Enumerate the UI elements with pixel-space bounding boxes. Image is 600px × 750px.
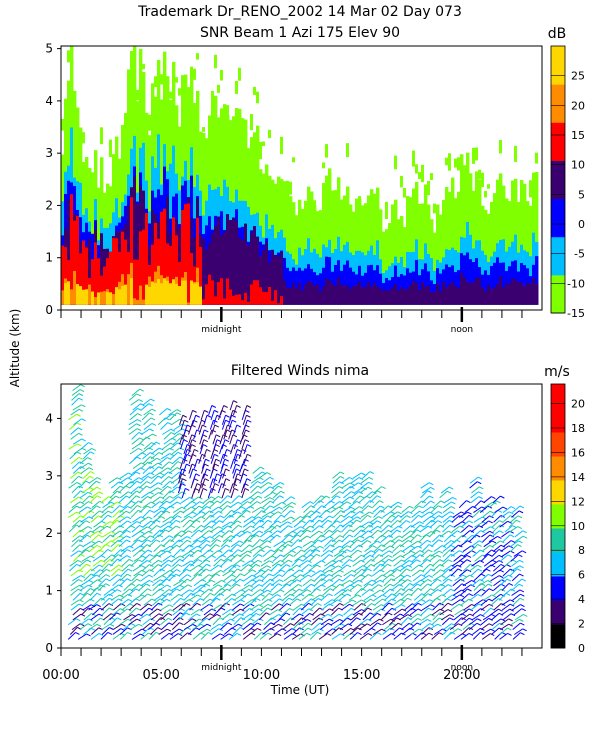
wind-marker-midnight: midnight bbox=[201, 663, 242, 673]
wind-colorbar-tick-label: 16 bbox=[571, 446, 585, 459]
snr-y-axis: 0 1 2 3 4 5 bbox=[45, 42, 61, 317]
time-tick-label: 15:00 bbox=[343, 668, 380, 683]
time-tick-label: 20:00 bbox=[443, 668, 480, 683]
snr-colorbar-tick-label: 20 bbox=[571, 99, 585, 112]
wind-colorbar-swatch bbox=[551, 456, 565, 481]
wind-x-ticks: midnight noon 00:00 05:00 10:00 15:00 20:00 bbox=[42, 645, 523, 683]
time-tick-label: 00:00 bbox=[42, 668, 79, 683]
wind-colorbar-unit: m/s bbox=[544, 364, 570, 380]
time-tick-label: 05:00 bbox=[142, 668, 179, 683]
chart-title: Trademark Dr_RENO_2002 14 Mar 02 Day 073 bbox=[137, 4, 462, 20]
snr-y-tick-label: 3 bbox=[45, 146, 53, 160]
wind-colorbar-tick-label: 0 bbox=[578, 642, 585, 655]
wind-colorbar-swatch bbox=[551, 528, 565, 553]
snr-y-tick-label: 5 bbox=[45, 42, 53, 56]
snr-colorbar-swatch bbox=[551, 198, 565, 238]
snr-colorbar-swatch bbox=[551, 46, 565, 85]
wind-colorbar-tick-label: 10 bbox=[571, 520, 585, 533]
snr-colorbar-swatch bbox=[551, 274, 565, 314]
wind-colorbar-tick-label: 8 bbox=[578, 544, 585, 557]
wind-colorbar-tick-label: 6 bbox=[578, 569, 585, 582]
wind-colorbar-tick-label: 18 bbox=[571, 422, 585, 435]
snr-y-tick-label: 2 bbox=[45, 198, 53, 212]
wind-colorbar: m/s 0 2 4 6 8 10 12 14 16 18 20 bbox=[544, 364, 585, 655]
wind-colorbar-swatch bbox=[551, 504, 565, 529]
snr-heatmap bbox=[61, 46, 539, 305]
x-axis-label: Time (UT) bbox=[270, 683, 330, 697]
snr-colorbar-tick-label: 5 bbox=[578, 188, 585, 201]
snr-colorbar-swatch bbox=[551, 236, 565, 276]
wind-marker-noon: noon bbox=[451, 663, 473, 673]
wind-colorbar-swatch bbox=[551, 408, 565, 433]
snr-y-tick-label: 0 bbox=[45, 303, 53, 317]
chart-subtitle: SNR Beam 1 Azi 175 Elev 90 bbox=[200, 25, 400, 41]
snr-x-ticks: midnight noon bbox=[60, 307, 523, 335]
wind-y-tick-label: 0 bbox=[45, 641, 53, 655]
snr-colorbar-tick-label: 15 bbox=[571, 129, 585, 142]
snr-colorbar-swatch bbox=[551, 84, 565, 123]
snr-marker-midnight: midnight bbox=[201, 325, 242, 335]
snr-y-tick-label: 4 bbox=[45, 94, 53, 108]
wind-colorbar-tick-label: 4 bbox=[578, 593, 585, 606]
wind-panel-title: Filtered Winds nima bbox=[231, 363, 369, 379]
snr-y-tick-label: 1 bbox=[45, 251, 53, 265]
wind-barbs-panel: 0 1 2 3 4 midnight noon 00:00 05:00 10:00 15:00 20… bbox=[42, 383, 543, 683]
snr-heatmap-panel: 0 1 2 3 4 5 midnight noon bbox=[45, 42, 543, 335]
wind-colorbar-tick-label: 14 bbox=[571, 471, 585, 484]
snr-colorbar-tick-label: -10 bbox=[567, 277, 585, 290]
wind-y-axis: 0 1 2 3 4 bbox=[45, 411, 61, 655]
wind-colorbar-swatch bbox=[551, 432, 565, 457]
wind-colorbar-tick-label: 2 bbox=[578, 618, 585, 631]
wind-colorbar-swatch bbox=[551, 624, 565, 649]
wind-colorbar-swatch bbox=[551, 552, 565, 577]
wind-y-tick-label: 2 bbox=[45, 526, 53, 540]
snr-colorbar-swatch bbox=[551, 122, 565, 161]
y-axis-label: Altitude (km) bbox=[8, 309, 22, 388]
snr-marker-noon: noon bbox=[451, 325, 473, 335]
snr-colorbar: dB -15 -10 -5 0 5 10 15 20 25 bbox=[548, 26, 585, 320]
wind-colorbar-tick-label: 20 bbox=[571, 398, 585, 411]
snr-colorbar-swatch bbox=[551, 160, 565, 200]
wind-y-tick-label: 1 bbox=[45, 584, 53, 598]
time-tick-label: 10:00 bbox=[243, 668, 280, 683]
snr-colorbar-unit: dB bbox=[548, 26, 567, 42]
wind-colorbar-swatch bbox=[551, 384, 565, 409]
snr-colorbar-tick-label: 0 bbox=[578, 218, 585, 231]
snr-colorbar-tick-label: -15 bbox=[567, 307, 585, 320]
wind-y-tick-label: 3 bbox=[45, 469, 53, 483]
wind-colorbar-swatch bbox=[551, 576, 565, 601]
snr-colorbar-tick-label: 25 bbox=[571, 70, 585, 83]
snr-colorbar-tick-label: 10 bbox=[571, 159, 585, 172]
wind-barbs bbox=[67, 384, 528, 640]
wind-colorbar-swatch bbox=[551, 600, 565, 625]
wind-colorbar-tick-label: 12 bbox=[571, 495, 585, 508]
wind-colorbar-swatch bbox=[551, 480, 565, 505]
wind-y-tick-label: 4 bbox=[45, 411, 53, 425]
snr-colorbar-tick-label: -5 bbox=[574, 248, 585, 261]
